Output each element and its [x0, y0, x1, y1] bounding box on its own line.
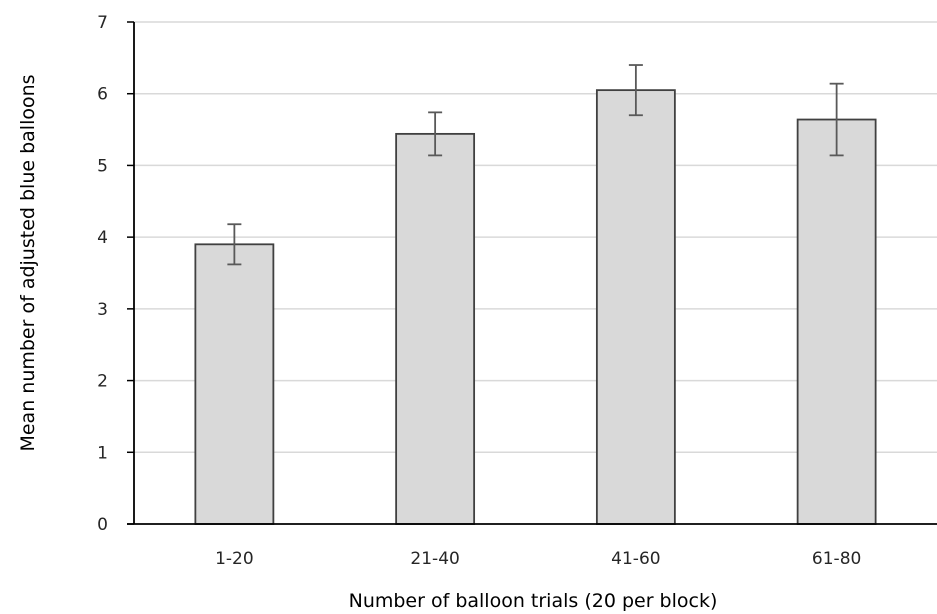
y-tick-label: 4 — [97, 228, 108, 248]
y-tick-label: 2 — [97, 372, 108, 392]
bar-21-40 — [395, 132, 476, 525]
x-tick-label: 61-80 — [812, 549, 861, 569]
bar-61-80 — [796, 118, 877, 525]
bars — [194, 89, 877, 525]
y-tick-label: 7 — [97, 13, 108, 33]
tick-labels: 0 1 2 3 4 5 6 7 1-20 21-40 41-60 61-80 — [97, 13, 861, 569]
y-tick-label: 6 — [97, 85, 108, 105]
x-tick-label: 41-60 — [611, 549, 660, 569]
bar-1-20 — [194, 243, 275, 525]
x-axis-title: Number of balloon trials (20 per block) — [349, 590, 718, 612]
axes — [127, 21, 937, 525]
y-tick-label: 1 — [97, 443, 108, 463]
y-tick-label: 5 — [97, 156, 108, 176]
bar-41-60 — [595, 89, 676, 525]
y-tick-label: 3 — [97, 300, 108, 320]
error-bars — [227, 64, 844, 266]
y-axis-title: Mean number of adjusted blue balloons — [17, 74, 39, 451]
x-tick-label: 1-20 — [215, 549, 254, 569]
y-tick-label: 0 — [97, 515, 108, 535]
x-tick-label: 21-40 — [410, 549, 459, 569]
